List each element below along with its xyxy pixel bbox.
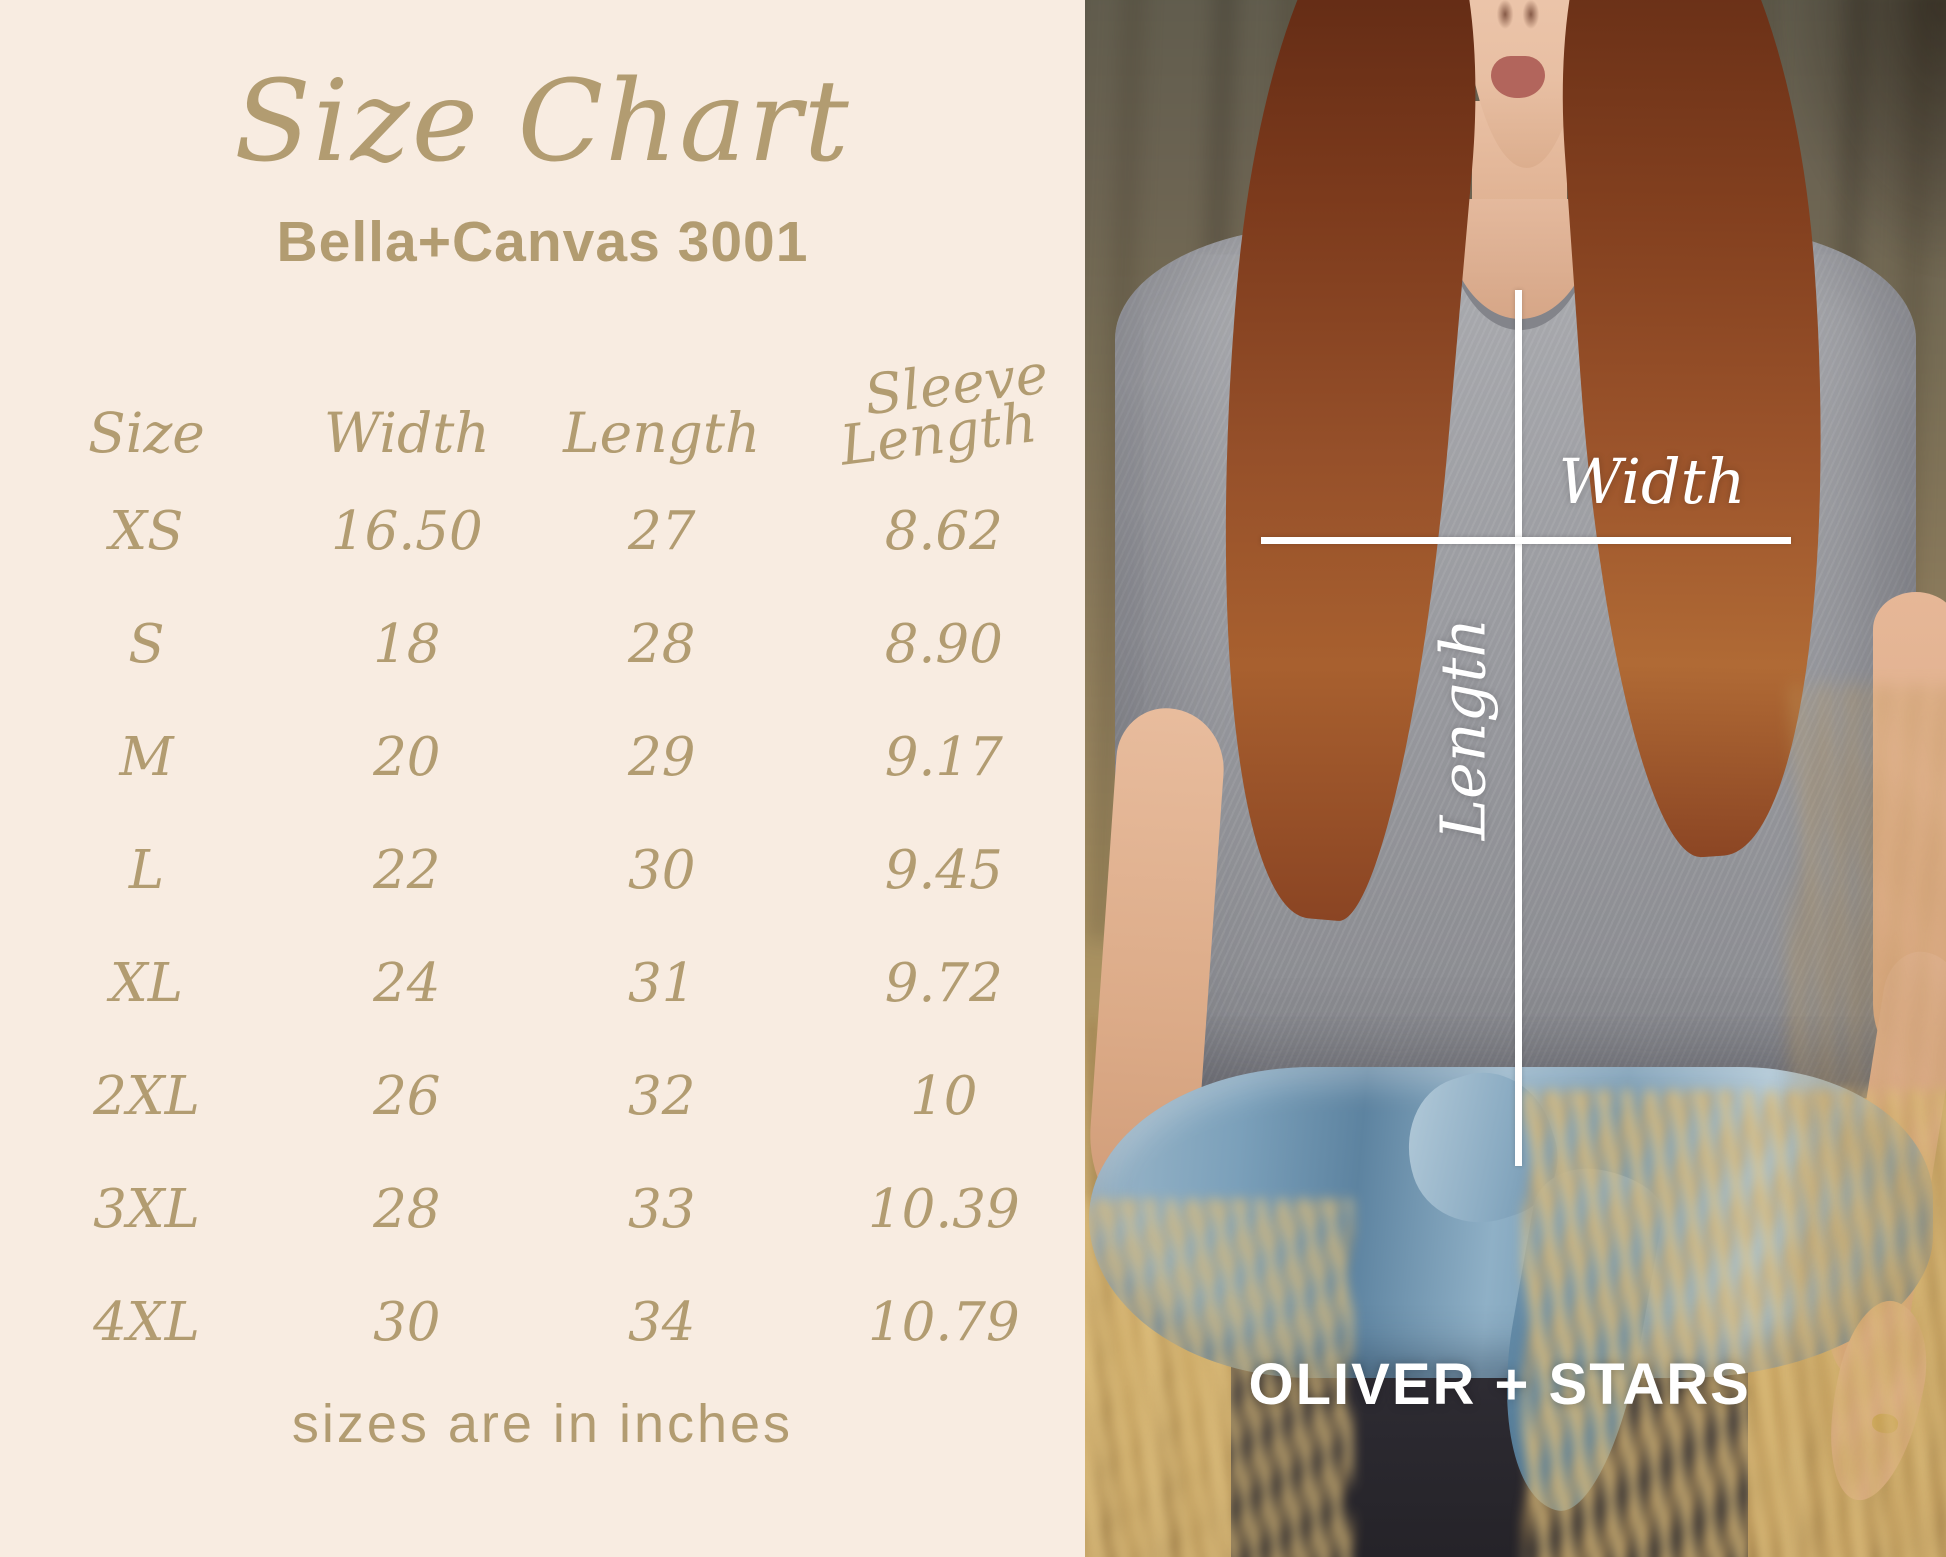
cell-width: 28: [373, 1178, 441, 1240]
product-subtitle: Bella+Canvas 3001: [276, 209, 809, 274]
cell-sleeve_length: 9.72: [884, 952, 1003, 1014]
col-header-length: Length: [563, 400, 761, 465]
cell-sleeve_length: 10.79: [867, 1291, 1020, 1353]
table-row: S 18 28 8.90: [0, 588, 1085, 701]
cell-length: 34: [628, 1291, 696, 1353]
cell-sleeve_length: 10: [910, 1065, 978, 1127]
cell-length: 32: [628, 1065, 696, 1127]
cell-sleeve_length: 8.62: [884, 500, 1003, 562]
foreground-grass-right: [1524, 1089, 1946, 1557]
table-row: XL 24 31 9.72: [0, 927, 1085, 1040]
length-label: Length: [1426, 617, 1500, 840]
cell-width: 22: [373, 839, 441, 901]
table-header-row: Size Width Length Sleeve Length: [0, 325, 1085, 478]
cell-size: M: [119, 726, 174, 788]
model-lips: [1491, 56, 1545, 99]
cell-size: 3XL: [93, 1178, 200, 1240]
cell-sleeve_length: 9.17: [884, 726, 1003, 788]
table-row: 4XL 30 34 10.79: [0, 1266, 1085, 1379]
cell-length: 29: [628, 726, 696, 788]
foreground-grass-left: [1084, 1198, 1352, 1557]
cell-length: 28: [628, 613, 696, 675]
cell-width: 24: [373, 952, 441, 1014]
cell-length: 30: [628, 839, 696, 901]
col-header-sleeve-length: Sleeve Length: [803, 341, 1085, 478]
cell-width: 18: [373, 613, 441, 675]
cell-width: 26: [373, 1065, 441, 1127]
cell-sleeve_length: 8.90: [884, 613, 1003, 675]
table-row: 3XL 28 33 10.39: [0, 1153, 1085, 1266]
size-chart-panel: Size Chart Bella+Canvas 3001 Size Width …: [0, 57, 1085, 1454]
units-note: sizes are in inches: [291, 1393, 794, 1454]
cell-size: 2XL: [93, 1065, 200, 1127]
cell-length: 33: [628, 1178, 696, 1240]
table-row: 2XL 26 32 10: [0, 1040, 1085, 1153]
cell-length: 27: [628, 500, 696, 562]
cell-size: S: [128, 613, 165, 675]
cell-width: 30: [373, 1291, 441, 1353]
model-photo: Width Length OLIVER + STARS: [1084, 0, 1946, 1557]
width-measurement-line: [1261, 537, 1791, 545]
col-header-width: Width: [323, 400, 490, 465]
width-label: Width: [1558, 445, 1746, 519]
brand-watermark: OLIVER + STARS: [1248, 1352, 1751, 1418]
page-title: Size Chart: [234, 57, 851, 187]
table-body: XS 16.50 27 8.62 S 18 28 8.90 M 20 29 9.17 L 22 30 9.45…: [0, 475, 1085, 1379]
sleeve-header-rotated: Sleeve Length: [832, 341, 1056, 478]
length-measurement-line: [1514, 289, 1522, 1167]
table-row: XS 16.50 27 8.62: [0, 475, 1085, 588]
cell-size: XL: [109, 952, 183, 1014]
cell-size: L: [128, 839, 165, 901]
cell-length: 31: [628, 952, 696, 1014]
col-header-size: Size: [88, 400, 205, 465]
cell-width: 20: [373, 726, 441, 788]
cell-sleeve_length: 9.45: [884, 839, 1003, 901]
model-nose: [1494, 0, 1542, 35]
cell-width: 16.50: [330, 500, 483, 562]
tall-grass-right: [1791, 685, 1946, 1557]
size-table: Size Width Length Sleeve Length XS 16.50 2…: [0, 325, 1085, 1379]
cell-sleeve_length: 10.39: [867, 1178, 1020, 1240]
cell-size: XS: [109, 500, 184, 562]
table-row: L 22 30 9.45: [0, 814, 1085, 927]
table-row: M 20 29 9.17: [0, 701, 1085, 814]
cell-size: 4XL: [93, 1291, 200, 1353]
